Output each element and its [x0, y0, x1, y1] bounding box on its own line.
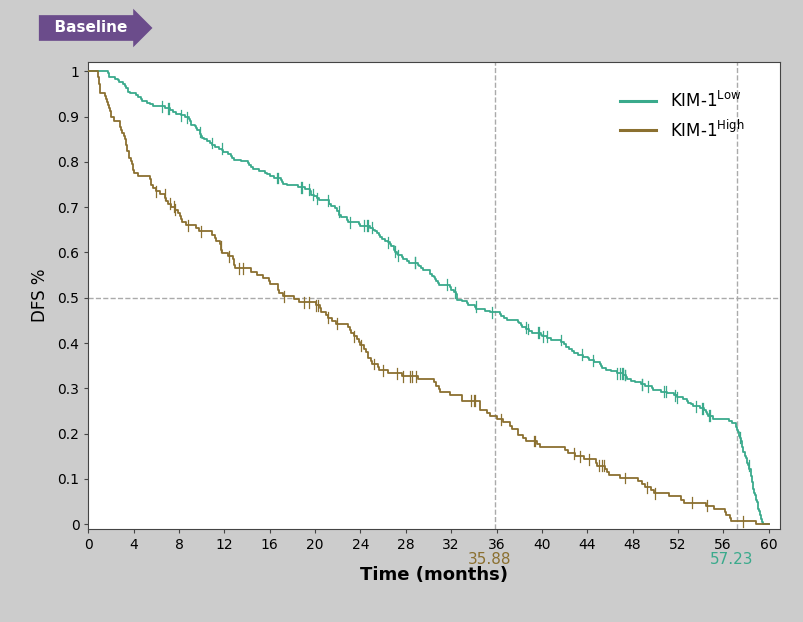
Y-axis label: DFS %: DFS %	[31, 269, 49, 322]
Text: 35.88: 35.88	[467, 552, 511, 567]
Text: 57.23: 57.23	[709, 552, 752, 567]
X-axis label: Time (months): Time (months)	[360, 565, 507, 583]
Legend: KIM-1$^{\mathrm{Low}}$, KIM-1$^{\mathrm{High}}$: KIM-1$^{\mathrm{Low}}$, KIM-1$^{\mathrm{…	[612, 85, 750, 147]
Text: Baseline: Baseline	[44, 21, 138, 35]
